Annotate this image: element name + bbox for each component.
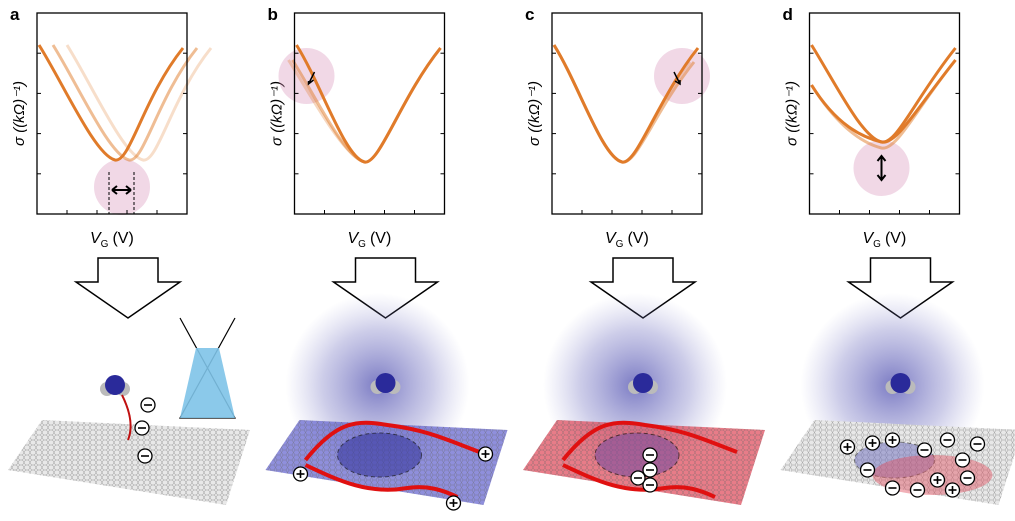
graphene-lattice — [8, 420, 250, 505]
dashed-region — [338, 433, 422, 477]
dirac-fill — [180, 348, 235, 418]
panel-label: c — [525, 5, 534, 24]
down-arrow — [76, 258, 180, 318]
ion-core — [376, 373, 396, 393]
dashed-region — [595, 433, 679, 477]
x-axis-label: VG(V) — [348, 230, 392, 250]
curve — [812, 60, 956, 142]
x-unit: (V) — [627, 230, 648, 247]
x-unit: (V) — [112, 230, 133, 247]
panel-label: a — [10, 5, 20, 24]
ion-core — [891, 373, 911, 393]
x-subscript: G — [358, 239, 366, 250]
highlight — [279, 48, 335, 104]
ion-core — [633, 373, 653, 393]
y-axis-label: σ ((kΩ)⁻¹) — [526, 81, 543, 146]
curve — [812, 60, 956, 148]
x-unit: (V) — [370, 230, 391, 247]
panel-label: d — [783, 5, 793, 24]
x-axis-label: VG(V) — [605, 230, 649, 250]
curve — [812, 45, 956, 142]
ion-core — [105, 375, 125, 395]
x-subscript: G — [101, 239, 109, 250]
figure: a σ ((kΩ)⁻¹) VG(V) b σ ((kΩ)⁻¹) VG(V) c σ ((kΩ)… — [0, 0, 1015, 521]
panel: a σ ((kΩ)⁻¹) VG(V) — [8, 5, 250, 505]
panel-label: b — [268, 5, 278, 24]
x-subscript: G — [873, 239, 881, 250]
curve — [67, 45, 211, 160]
plot-frame — [295, 13, 445, 214]
panel: dσ ((kΩ)⁻¹)VG(V) — [781, 5, 1015, 505]
x-unit: (V) — [885, 230, 906, 247]
y-axis-label: σ ((kΩ)⁻¹) — [11, 81, 28, 146]
x-subscript: G — [616, 239, 624, 250]
x-axis-label: VG(V) — [863, 230, 907, 250]
plot-frame — [552, 13, 702, 214]
panel: c σ ((kΩ)⁻¹) VG(V) — [523, 5, 765, 505]
x-axis-label: VG(V) — [90, 230, 134, 250]
highlight — [94, 159, 150, 215]
panel: bσ ((kΩ)⁻¹)VG(V) — [266, 5, 508, 510]
y-axis-label: σ ((kΩ)⁻¹) — [784, 81, 801, 146]
